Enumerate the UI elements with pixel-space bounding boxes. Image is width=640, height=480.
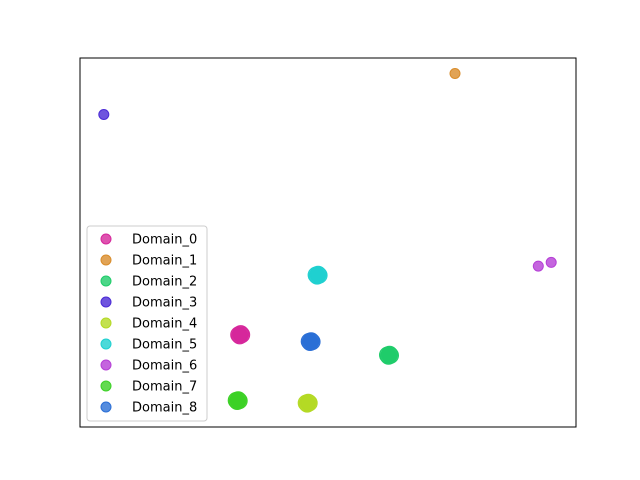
plot-frame	[79, 57, 577, 428]
legend-item: Domain_7	[100, 380, 197, 395]
legend-marker	[100, 338, 112, 350]
legend-marker	[100, 296, 112, 308]
data-point-domain-1-0	[449, 68, 461, 79]
data-point-domain-7-3	[230, 392, 248, 410]
legend-marker	[100, 254, 112, 266]
legend-item: Domain_3	[100, 296, 197, 311]
legend-label: Domain_5	[132, 338, 197, 353]
data-point-domain-6-0	[532, 260, 544, 272]
data-point-domain-6-1	[545, 256, 557, 268]
legend-box	[86, 225, 208, 422]
legend-item: Domain_6	[100, 359, 197, 374]
legend-marker	[100, 380, 112, 392]
legend-label: Domain_1	[132, 254, 197, 269]
data-point-domain-4-3	[300, 394, 318, 412]
legend-item: Domain_4	[100, 317, 197, 332]
legend-label: Domain_0	[132, 233, 197, 248]
data-point-domain-8-3	[303, 333, 321, 351]
legend-marker	[100, 317, 112, 329]
legend-marker	[100, 275, 112, 287]
legend-label: Domain_8	[132, 401, 197, 416]
legend-item: Domain_2	[100, 275, 197, 290]
legend-item: Domain_1	[100, 254, 197, 269]
legend-item: Domain_8	[100, 401, 197, 416]
legend-label: Domain_2	[132, 275, 197, 290]
legend-label: Domain_6	[132, 359, 197, 374]
legend-marker	[100, 359, 112, 371]
legend-item: Domain_0	[100, 233, 197, 248]
data-point-domain-3-0	[98, 109, 110, 120]
legend: Domain_0 Domain_1 Domain_2 Domain_3 Domain_4…	[86, 225, 208, 422]
legend-item: Domain_5	[100, 338, 197, 353]
data-point-domain-2-3	[382, 346, 399, 364]
points-layer	[98, 68, 557, 413]
data-point-domain-5-3	[310, 266, 328, 284]
legend-marker	[100, 401, 112, 413]
legend-label: Domain_3	[132, 296, 197, 311]
legend-label: Domain_7	[132, 380, 197, 395]
legend-label: Domain_4	[132, 317, 197, 332]
legend-marker	[100, 233, 112, 245]
data-point-domain-0-3	[233, 326, 251, 344]
